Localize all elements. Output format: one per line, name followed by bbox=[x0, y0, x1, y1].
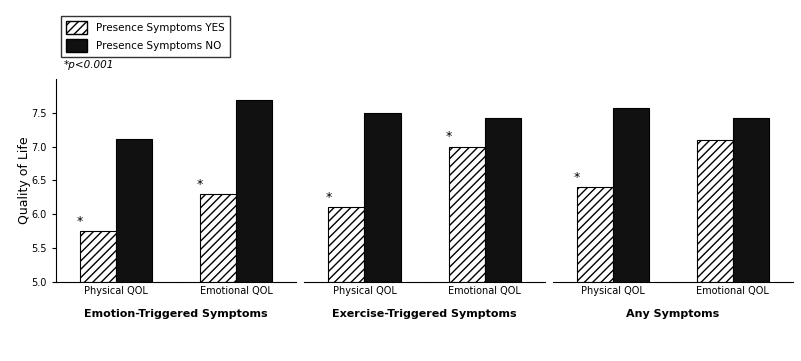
Bar bbox=[116, 139, 152, 282]
X-axis label: Physical QOL: Physical QOL bbox=[84, 286, 148, 296]
X-axis label: Physical QOL: Physical QOL bbox=[332, 286, 396, 296]
Text: *: * bbox=[574, 171, 580, 184]
Text: *: * bbox=[77, 215, 83, 228]
Legend: Presence Symptoms YES, Presence Symptoms NO: Presence Symptoms YES, Presence Symptoms… bbox=[62, 16, 230, 57]
Bar bbox=[236, 100, 272, 282]
X-axis label: Emotional QOL: Emotional QOL bbox=[449, 286, 521, 296]
Bar bbox=[577, 187, 613, 282]
Text: Exercise-Triggered Symptoms: Exercise-Triggered Symptoms bbox=[332, 309, 517, 319]
Bar bbox=[697, 140, 733, 282]
X-axis label: Physical QOL: Physical QOL bbox=[581, 286, 645, 296]
Text: *: * bbox=[325, 191, 332, 204]
Text: *p<0.001: *p<0.001 bbox=[64, 60, 115, 70]
Bar bbox=[80, 231, 116, 282]
X-axis label: Emotional QOL: Emotional QOL bbox=[200, 286, 272, 296]
Bar bbox=[449, 147, 485, 282]
Text: Any Symptoms: Any Symptoms bbox=[626, 309, 719, 319]
Bar bbox=[364, 113, 400, 282]
Bar bbox=[200, 194, 236, 282]
X-axis label: Emotional QOL: Emotional QOL bbox=[697, 286, 769, 296]
Bar bbox=[328, 208, 364, 282]
Text: Emotion-Triggered Symptoms: Emotion-Triggered Symptoms bbox=[84, 309, 268, 319]
Bar bbox=[613, 108, 649, 282]
Text: Quality of Life: Quality of Life bbox=[18, 137, 30, 224]
Text: Source: Pacing Clin Electrophysiol © 2010 Blackwell Publishing: Source: Pacing Clin Electrophysiol © 201… bbox=[484, 343, 793, 353]
Bar bbox=[733, 118, 769, 282]
Text: *: * bbox=[445, 130, 452, 143]
Bar bbox=[485, 118, 521, 282]
Text: Medscape: Medscape bbox=[8, 15, 109, 33]
Text: *: * bbox=[197, 178, 203, 191]
